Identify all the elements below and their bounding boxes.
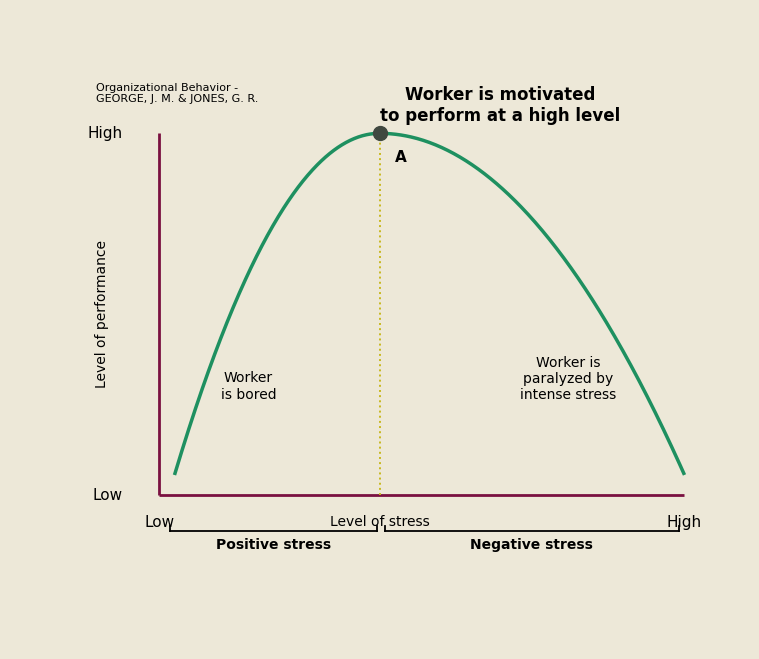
Text: High: High xyxy=(87,126,122,141)
Text: Worker is
paralyzed by
intense stress: Worker is paralyzed by intense stress xyxy=(520,356,616,403)
Text: Worker
is bored: Worker is bored xyxy=(221,372,276,401)
Text: Negative stress: Negative stress xyxy=(471,538,593,552)
Text: Low: Low xyxy=(93,488,122,503)
Text: Low: Low xyxy=(144,515,175,530)
Text: Level of performance: Level of performance xyxy=(95,240,109,388)
Text: Level of stress: Level of stress xyxy=(329,515,430,529)
Text: Organizational Behavior -
GEORGE, J. M. & JONES, G. R.: Organizational Behavior - GEORGE, J. M. … xyxy=(96,82,259,104)
Text: Positive stress: Positive stress xyxy=(216,538,331,552)
Text: High: High xyxy=(666,515,701,530)
Text: Worker is motivated
to perform at a high level: Worker is motivated to perform at a high… xyxy=(380,86,620,125)
Text: A: A xyxy=(395,150,407,165)
Point xyxy=(373,128,386,138)
